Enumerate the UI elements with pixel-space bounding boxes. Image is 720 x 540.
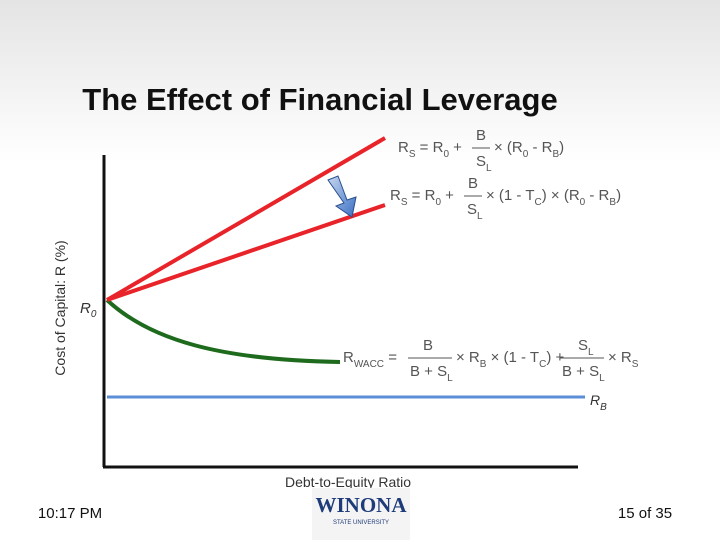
- t: S: [409, 149, 416, 160]
- t: B: [609, 197, 616, 208]
- t: × (1 - T: [486, 349, 539, 366]
- t: B: [468, 175, 478, 192]
- t: R: [343, 349, 354, 366]
- formula-text: RWACC =: [343, 349, 397, 370]
- title: The Effect of Financial Leverage: [82, 82, 557, 117]
- equity-cost-no-tax: [105, 136, 387, 302]
- formula-text: × (R0 - RB): [494, 139, 564, 160]
- formula-text: × RS: [608, 349, 639, 370]
- formula-equity: RS = R0 + B SL × (R0 - RB): [398, 127, 564, 174]
- rb-label: RB: [590, 392, 607, 413]
- r0-sub: 0: [91, 309, 97, 320]
- y-axis-label: Cost of Capital: R (%): [52, 240, 68, 375]
- logo-box: [312, 488, 410, 540]
- rb-text: R: [590, 392, 600, 408]
- logo: WINONA: [315, 493, 407, 517]
- t: 0: [580, 197, 586, 208]
- t: C: [535, 197, 542, 208]
- formula-text: SL: [578, 337, 594, 358]
- t: × (1 - T: [486, 187, 535, 204]
- shift-arrow: [327, 175, 357, 218]
- formula-text: × RB × (1 - TC) +: [456, 349, 564, 370]
- r0-text: R: [80, 300, 91, 317]
- formula-text: RS = R0 +: [390, 187, 454, 208]
- x-axis-label: Debt-to-Equity Ratio: [285, 474, 411, 490]
- formula-wacc: RWACC = B B + SL × RB × (1 - TC) + SL B …: [343, 337, 639, 384]
- t: ): [559, 139, 564, 156]
- t: C: [539, 359, 546, 370]
- t: S: [578, 337, 588, 354]
- t: +: [449, 139, 462, 156]
- t: +: [441, 187, 454, 204]
- t: = R: [416, 139, 444, 156]
- t: S: [401, 197, 408, 208]
- t: R: [390, 187, 401, 204]
- t: B: [553, 149, 560, 160]
- formula-text: RS = R0 +: [398, 139, 462, 160]
- t: × R: [608, 349, 632, 366]
- t: × R: [456, 349, 480, 366]
- formula-text: B + SL: [410, 363, 453, 384]
- t: × (R: [494, 139, 523, 156]
- t: ) × (R: [542, 187, 580, 204]
- t: L: [486, 163, 492, 174]
- t: L: [477, 211, 483, 222]
- t: S: [476, 153, 486, 170]
- t: B: [480, 359, 487, 370]
- page-number: 15 of 35: [618, 505, 672, 522]
- t: L: [447, 373, 453, 384]
- t: S: [632, 359, 639, 370]
- t: = R: [408, 187, 436, 204]
- t: ) +: [546, 349, 564, 366]
- formula-text: B + SL: [562, 363, 605, 384]
- t: - R: [585, 187, 609, 204]
- formula-text: × (1 - TC) × (R0 - RB): [486, 187, 621, 208]
- t: ): [616, 187, 621, 204]
- t: B + S: [562, 363, 599, 380]
- t: - R: [528, 139, 552, 156]
- t: L: [599, 373, 605, 384]
- t: 0: [523, 149, 529, 160]
- t: L: [588, 347, 594, 358]
- wacc-curve: [105, 298, 341, 364]
- r0-label: R0: [80, 300, 97, 320]
- rb-sub: B: [600, 402, 607, 413]
- t: B: [423, 337, 433, 354]
- formula-text: SL: [476, 153, 492, 174]
- t: =: [384, 349, 397, 366]
- t: 0: [435, 197, 441, 208]
- t: 0: [443, 149, 449, 160]
- t: B + S: [410, 363, 447, 380]
- t: R: [398, 139, 409, 156]
- logo-sub: STATE UNIVERSITY: [333, 520, 389, 526]
- formula-text: SL: [467, 201, 483, 222]
- formula-equity-tax: RS = R0 + B SL × (1 - TC) × (R0 - RB): [390, 175, 621, 222]
- t: S: [467, 201, 477, 218]
- t: B: [476, 127, 486, 144]
- time: 10:17 PM: [38, 505, 102, 522]
- t: WACC: [354, 359, 384, 370]
- equity-cost-tax: [106, 203, 386, 302]
